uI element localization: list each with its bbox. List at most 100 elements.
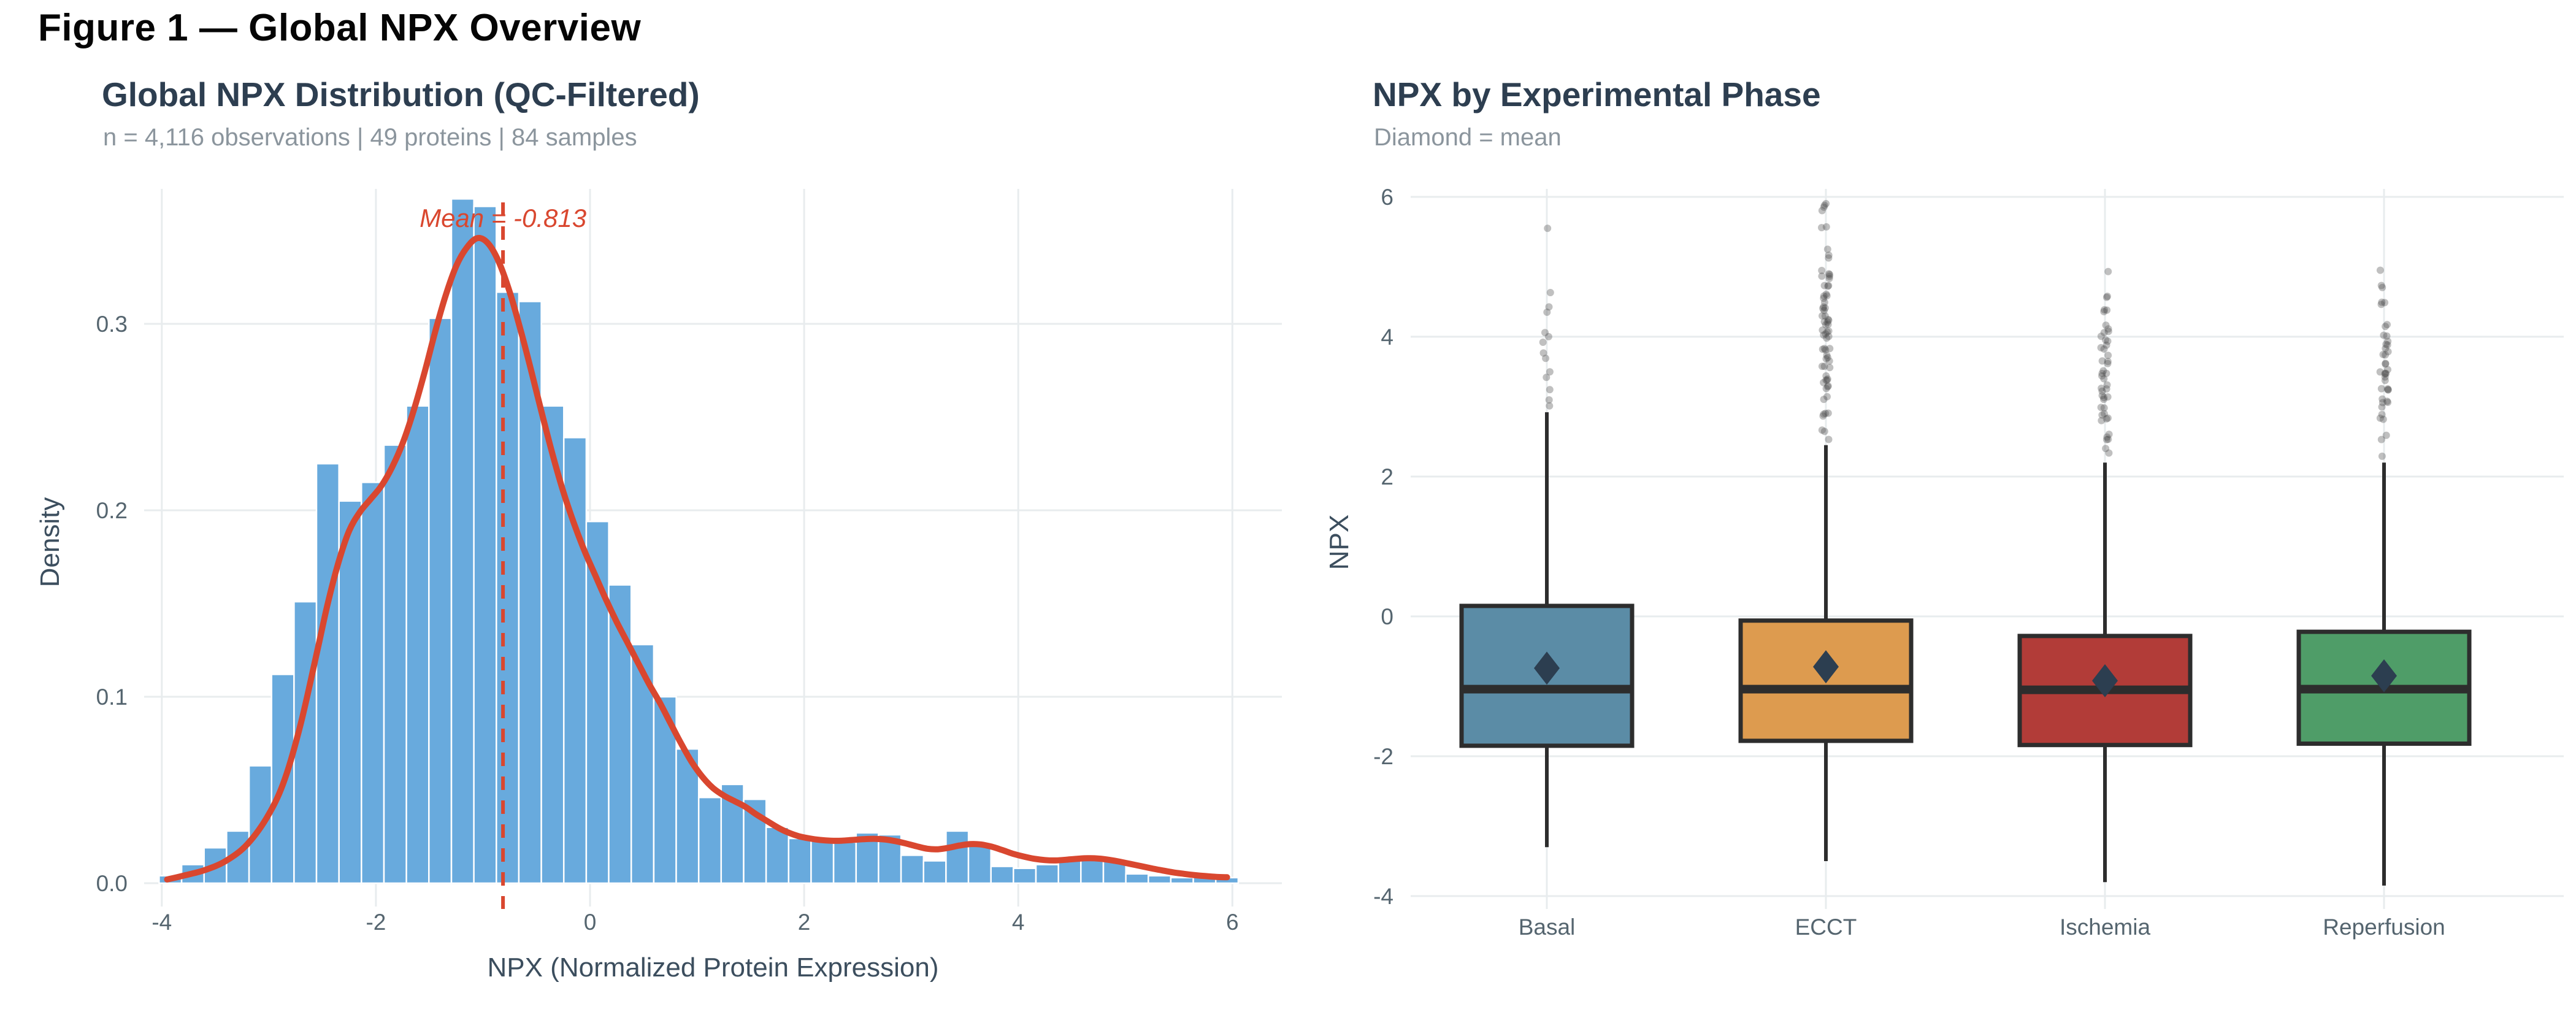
outlier-dot: [1822, 346, 1830, 354]
outlier-dots: [2097, 267, 2113, 457]
outlier-dot: [1825, 254, 1833, 262]
outlier-dot: [2382, 359, 2390, 367]
outlier-dot: [1825, 316, 1833, 324]
outlier-dot: [1545, 303, 1553, 311]
outlier-dot: [2379, 395, 2386, 403]
outlier-dot: [2098, 357, 2106, 365]
mean-diamond: [2092, 664, 2118, 697]
outlier-dot: [1824, 321, 1832, 328]
histogram-bar: [1148, 875, 1172, 884]
histogram-bar: [810, 839, 835, 884]
outlier-dot: [1821, 312, 1829, 320]
outlier-dot: [2105, 431, 2113, 439]
outlier-dot: [2100, 396, 2107, 404]
outlier-dot: [1820, 303, 1828, 311]
outlier-dot: [1818, 272, 1826, 280]
y-axis-title: Density: [35, 497, 65, 588]
histogram-bar: [1013, 867, 1037, 884]
outlier-dot: [1820, 318, 1828, 326]
y-axis-title: NPX: [1324, 515, 1354, 570]
histogram-bar: [293, 600, 318, 884]
outlier-dot: [1819, 312, 1826, 320]
outlier-dot: [1545, 396, 1553, 404]
outlier-dot: [2098, 411, 2106, 419]
outlier-dot: [2104, 328, 2112, 335]
median-line: [1462, 684, 1632, 694]
outlier-dot: [2100, 394, 2108, 402]
outlier-dot: [2098, 387, 2106, 395]
figure-title: Figure 1 — Global NPX Overview: [38, 7, 642, 49]
outlier-dot: [2103, 433, 2111, 441]
outlier-dot: [2382, 351, 2389, 359]
outlier-dot: [2097, 343, 2105, 351]
outlier-dot: [2381, 370, 2389, 378]
outlier-dot: [2100, 308, 2108, 316]
mean-diamond: [1813, 650, 1839, 684]
boxplot-basal: [1459, 224, 1635, 848]
outlier-dot: [2104, 435, 2112, 443]
histogram-bar: [1170, 876, 1194, 884]
outlier-dot: [2384, 348, 2392, 356]
outlier-dot: [1820, 331, 1828, 339]
boxplot-gridlines: [1411, 189, 2564, 909]
histogram-panel-subtitle: n = 4,116 observations | 49 proteins | 8…: [103, 124, 637, 151]
outlier-dot: [2104, 358, 2112, 366]
outlier-dot: [1820, 282, 1828, 289]
outlier-dot: [1819, 412, 1827, 420]
outlier-dot: [2383, 341, 2391, 349]
outlier-dot: [1825, 275, 1833, 282]
y-axis-tick-label: 0: [1381, 604, 1393, 629]
outlier-dot: [2098, 385, 2106, 393]
outlier-dot: [2103, 381, 2111, 389]
y-axis-tick-label: 0.3: [96, 312, 128, 337]
outlier-dot: [2382, 345, 2390, 353]
outlier-dot: [1822, 372, 1830, 380]
outlier-dot: [1825, 251, 1833, 259]
histogram-bar: [900, 854, 925, 884]
outlier-dot: [2376, 368, 2384, 376]
outlier-dot: [2377, 385, 2385, 393]
histogram-bar: [922, 860, 947, 884]
histogram-bar: [1035, 864, 1059, 884]
outlier-dot: [1822, 321, 1830, 329]
outlier-dot: [2384, 399, 2392, 406]
outlier-dot: [2376, 266, 2384, 274]
outlier-dot: [2380, 331, 2388, 339]
outlier-dot: [1820, 307, 1828, 315]
outlier-dot: [2382, 340, 2390, 348]
outlier-dot: [2104, 337, 2112, 345]
outlier-dot: [2103, 306, 2111, 314]
category-label: Basal: [1519, 914, 1576, 940]
histogram-bar: [496, 291, 520, 884]
outlier-dot: [2098, 391, 2106, 399]
x-axis-tick-label: -2: [366, 910, 386, 935]
mean-label: Mean = -0.813: [420, 204, 586, 232]
outlier-dot: [2384, 366, 2391, 374]
outlier-dot: [1820, 203, 1828, 211]
y-axis-tick-label: 2: [1381, 464, 1393, 489]
outlier-dot: [1544, 224, 1552, 232]
outlier-dot: [1822, 355, 1830, 362]
outlier-dot: [2378, 403, 2386, 411]
histogram-panel: Mean = -0.813 0.0 0.1 0.2 0.3 -4 -2 0 2 4 6 NPX (No…: [35, 189, 1282, 983]
mean-diamond: [1534, 651, 1560, 685]
outlier-dot: [1822, 330, 1830, 338]
outlier-dot: [1820, 294, 1828, 302]
outlier-dot: [1822, 200, 1830, 207]
outlier-dot: [2103, 415, 2110, 423]
boxplot-ischemia: [2017, 267, 2193, 883]
outlier-dot: [2378, 452, 2386, 460]
histogram-bar: [832, 841, 857, 884]
outlier-dot: [1826, 345, 1834, 353]
y-axis-tick-label: -2: [1373, 744, 1393, 769]
histogram-panel-title: Global NPX Distribution (QC-Filtered): [102, 75, 700, 113]
outlier-dot: [2379, 415, 2387, 423]
y-axis-tick-label: -4: [1373, 884, 1393, 909]
outlier-dot: [2383, 332, 2391, 340]
outlier-dot: [1544, 332, 1552, 340]
histogram-bar: [697, 796, 723, 884]
outlier-dot: [2383, 397, 2391, 405]
mean-diamond: [2371, 659, 2397, 692]
x-axis-tick-label: 6: [1226, 910, 1239, 935]
outlier-dot: [2381, 299, 2389, 307]
